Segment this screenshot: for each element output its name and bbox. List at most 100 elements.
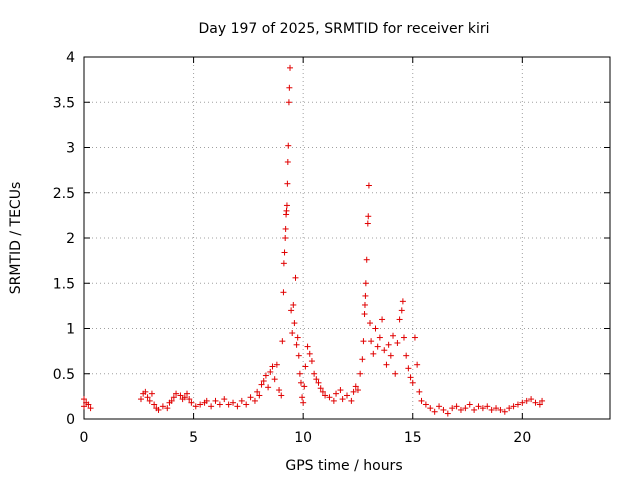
data-points bbox=[81, 64, 546, 417]
data-point bbox=[299, 394, 306, 401]
x-tick-label: 15 bbox=[404, 430, 422, 446]
data-point bbox=[281, 249, 288, 256]
data-point bbox=[352, 383, 359, 390]
y-tick-label: 3.5 bbox=[53, 95, 75, 111]
data-point bbox=[359, 356, 366, 363]
x-axis-label: GPS time / hours bbox=[285, 458, 402, 474]
data-point bbox=[271, 376, 278, 383]
data-point bbox=[383, 361, 390, 368]
data-point bbox=[360, 338, 367, 345]
data-point bbox=[326, 394, 333, 401]
data-point bbox=[265, 384, 272, 391]
data-point bbox=[497, 406, 504, 413]
data-point bbox=[297, 379, 304, 386]
data-point bbox=[354, 387, 361, 394]
data-point bbox=[282, 235, 289, 241]
data-point bbox=[411, 334, 418, 341]
data-point bbox=[319, 388, 326, 395]
data-point bbox=[501, 408, 508, 415]
data-point bbox=[362, 280, 369, 287]
data-point bbox=[197, 401, 204, 408]
data-point bbox=[488, 406, 495, 413]
data-point bbox=[317, 385, 324, 392]
data-point bbox=[302, 363, 309, 370]
data-point bbox=[398, 307, 405, 314]
data-point bbox=[385, 341, 392, 348]
data-point bbox=[148, 390, 155, 397]
data-point bbox=[286, 84, 293, 91]
data-point bbox=[394, 339, 401, 346]
data-point bbox=[422, 401, 429, 408]
data-point bbox=[528, 396, 535, 403]
data-point bbox=[414, 361, 421, 368]
data-point bbox=[269, 363, 276, 370]
data-point bbox=[208, 403, 215, 410]
data-point bbox=[344, 392, 350, 399]
data-point bbox=[294, 334, 301, 341]
data-point bbox=[254, 388, 261, 395]
data-point bbox=[159, 403, 166, 410]
data-point bbox=[370, 350, 377, 357]
x-tick-label: 10 bbox=[294, 430, 312, 446]
data-point bbox=[471, 406, 478, 413]
data-point bbox=[339, 396, 346, 403]
data-point bbox=[81, 403, 87, 410]
data-point bbox=[368, 338, 375, 345]
data-point bbox=[284, 180, 291, 187]
data-point bbox=[453, 403, 460, 410]
data-point bbox=[376, 334, 383, 341]
y-axis-label: SRMTID / TECUs bbox=[8, 182, 24, 295]
data-point bbox=[361, 301, 368, 308]
data-point bbox=[144, 394, 151, 401]
data-point bbox=[536, 401, 543, 408]
data-point bbox=[364, 220, 371, 227]
data-point bbox=[405, 365, 412, 372]
data-point bbox=[399, 298, 406, 305]
data-point bbox=[418, 397, 425, 404]
x-tick-label: 0 bbox=[80, 430, 89, 446]
data-point bbox=[322, 392, 329, 399]
data-point bbox=[330, 397, 337, 404]
data-point bbox=[392, 370, 399, 377]
data-point bbox=[337, 387, 344, 394]
y-tick-label: 2 bbox=[66, 231, 75, 247]
data-point bbox=[539, 397, 546, 404]
data-point bbox=[289, 330, 296, 337]
data-point bbox=[304, 343, 311, 350]
data-point bbox=[287, 64, 294, 71]
data-point bbox=[279, 338, 286, 345]
data-point bbox=[273, 361, 280, 368]
data-point bbox=[285, 99, 292, 106]
data-point bbox=[484, 403, 491, 410]
data-point bbox=[280, 289, 287, 296]
data-point bbox=[519, 399, 526, 406]
data-point bbox=[372, 325, 379, 332]
data-point bbox=[243, 401, 250, 408]
data-point bbox=[276, 387, 283, 394]
data-point bbox=[357, 370, 364, 377]
data-point bbox=[146, 397, 153, 404]
data-point bbox=[221, 396, 228, 403]
axis-ticks: 0 0.5 1 1.5 2 2.5 3 3.5 4 0 5 10 15 20 bbox=[53, 50, 610, 446]
data-point bbox=[278, 392, 285, 399]
data-point bbox=[137, 396, 144, 403]
data-point bbox=[280, 260, 287, 267]
data-point bbox=[87, 405, 94, 412]
data-point bbox=[260, 377, 267, 384]
data-point bbox=[436, 403, 443, 410]
data-point bbox=[225, 401, 232, 408]
data-point bbox=[230, 399, 237, 406]
data-point bbox=[251, 397, 258, 404]
data-point bbox=[301, 383, 308, 390]
data-point bbox=[466, 401, 473, 408]
data-point bbox=[282, 225, 289, 232]
data-point bbox=[256, 392, 263, 399]
data-point bbox=[449, 405, 456, 412]
y-tick-label: 4 bbox=[66, 50, 75, 66]
data-point bbox=[291, 320, 298, 327]
y-tick-label: 0 bbox=[66, 412, 75, 428]
data-point bbox=[409, 379, 416, 386]
data-point bbox=[532, 399, 539, 406]
data-point bbox=[288, 307, 295, 314]
